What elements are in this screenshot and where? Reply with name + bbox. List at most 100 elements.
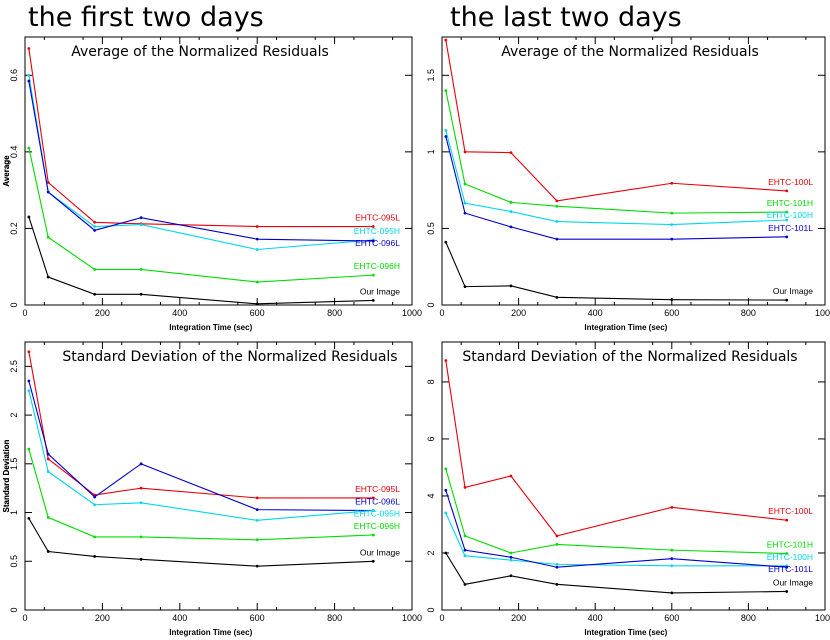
data-point <box>785 518 789 522</box>
y-tick-label: 2.5 <box>9 360 19 373</box>
data-point <box>670 591 674 595</box>
x-tick-label: 800 <box>741 613 756 623</box>
data-point <box>371 239 375 243</box>
x-axis-label: Integration Time (sec) <box>584 628 667 637</box>
data-point <box>46 516 50 519</box>
data-point <box>27 379 31 383</box>
series-label: EHTC-101L <box>768 223 813 233</box>
data-point <box>371 273 375 277</box>
y-tick-label: 8 <box>426 379 436 384</box>
y-tick-label: 6 <box>426 436 436 441</box>
y-tick-label: 4 <box>426 493 436 498</box>
data-point <box>785 298 789 302</box>
data-point <box>509 474 513 478</box>
data-point <box>785 565 789 569</box>
data-point <box>509 574 513 578</box>
data-point <box>463 582 467 586</box>
y-tick-label: 2 <box>426 550 436 555</box>
data-point <box>670 223 674 227</box>
series-label: EHTC-100H <box>767 210 813 220</box>
data-point <box>463 534 467 538</box>
data-point <box>371 225 375 228</box>
data-point <box>670 211 674 215</box>
series-line <box>445 241 787 301</box>
series-label: Our Image <box>360 286 400 296</box>
y-tick-label: 0 <box>9 607 19 612</box>
data-point <box>444 240 448 244</box>
data-point <box>670 548 674 552</box>
series-label: EHTC-101H <box>767 540 813 550</box>
data-point <box>139 501 143 505</box>
data-point <box>93 555 97 558</box>
data-point <box>444 89 448 92</box>
x-tick-label: 0 <box>22 308 27 318</box>
y-axis-label: Standard Deviation <box>2 439 11 512</box>
data-point <box>93 535 97 539</box>
data-point <box>463 182 467 186</box>
data-point <box>139 223 143 227</box>
data-point <box>785 552 789 555</box>
y-tick-label: 0.4 <box>9 146 19 159</box>
data-point <box>555 534 559 538</box>
series-label: EHTC-101L <box>768 564 813 574</box>
data-point <box>444 551 448 555</box>
data-point <box>139 462 143 466</box>
series-line <box>28 216 374 305</box>
data-point <box>255 225 259 228</box>
data-point <box>509 551 513 555</box>
data-point <box>371 509 375 512</box>
data-point <box>509 555 513 559</box>
data-point <box>785 218 789 222</box>
data-point <box>670 557 674 561</box>
series-label: EHTC-095L <box>355 484 400 494</box>
data-point <box>139 486 143 490</box>
x-tick-label: 0 <box>439 308 444 318</box>
x-tick-label: 400 <box>172 308 187 318</box>
data-point <box>444 467 448 471</box>
series-label: EHTC-096L <box>355 497 400 507</box>
x-tick-label: 200 <box>511 308 526 318</box>
data-point <box>27 47 31 50</box>
data-point <box>371 559 375 563</box>
data-point <box>255 248 259 251</box>
data-point <box>555 295 559 299</box>
y-tick-label: 0.5 <box>426 222 436 235</box>
data-point <box>509 225 513 229</box>
data-point <box>93 228 97 232</box>
series-line <box>28 518 374 567</box>
data-point <box>27 73 31 77</box>
heading-last-two-days: the last two days <box>450 2 682 33</box>
data-point <box>555 199 559 203</box>
y-tick-label: 0 <box>9 302 19 307</box>
data-point <box>255 564 259 568</box>
data-point <box>670 181 674 185</box>
x-tick-label: 600 <box>664 613 679 623</box>
data-point <box>139 216 143 220</box>
chart-title: Standard Deviation of the Normalized Res… <box>62 349 397 365</box>
series-label: EHTC-095L <box>355 213 400 223</box>
data-point <box>444 135 448 138</box>
data-point <box>444 359 448 362</box>
data-point <box>93 220 97 224</box>
series-label: EHTC-096L <box>355 238 400 248</box>
data-point <box>444 129 448 132</box>
data-point <box>139 557 143 561</box>
data-point <box>139 535 143 539</box>
data-point <box>555 237 559 241</box>
series-line <box>28 147 374 283</box>
series-line <box>28 48 374 228</box>
series-line <box>445 90 787 214</box>
y-tick-label: 1 <box>426 149 436 154</box>
data-point <box>27 350 31 354</box>
data-point <box>463 548 467 552</box>
data-point <box>27 389 31 393</box>
series-line <box>28 80 374 242</box>
series-line <box>445 39 787 202</box>
x-tick-label: 200 <box>511 613 526 623</box>
series-line <box>445 136 787 240</box>
data-point <box>509 558 513 562</box>
data-point <box>255 518 259 522</box>
data-point <box>27 215 31 219</box>
data-point <box>509 284 513 288</box>
